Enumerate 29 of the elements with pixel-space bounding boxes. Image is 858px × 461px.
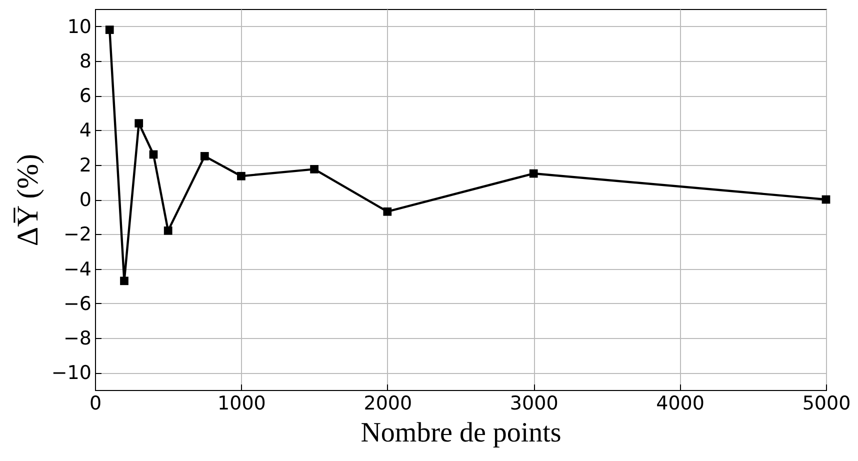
point xyxy=(134,119,144,128)
point xyxy=(105,26,114,34)
point xyxy=(200,152,209,160)
x-tick-label: 2000 xyxy=(364,392,412,414)
point xyxy=(529,169,538,178)
x-tick-label: 5000 xyxy=(802,392,851,414)
y-tick-label: 0 xyxy=(79,189,92,211)
point xyxy=(822,195,830,204)
x-axis-title: Nombre de points xyxy=(360,418,562,448)
point xyxy=(120,276,128,286)
x-tick-label: 4000 xyxy=(656,392,704,414)
y-tick-label: −10 xyxy=(51,362,92,384)
point xyxy=(237,172,246,180)
y-tick-label: 8 xyxy=(79,50,92,72)
point xyxy=(149,150,158,159)
y-tick-label: 10 xyxy=(67,16,92,38)
y-tick-label: −6 xyxy=(63,292,92,315)
y-tick-label: −4 xyxy=(63,258,92,280)
y-tick-label: 4 xyxy=(79,120,92,142)
x-tick-label: 1000 xyxy=(218,392,266,414)
y-tick-label: 2 xyxy=(79,154,92,176)
point xyxy=(383,207,392,216)
x-tick-label: 3000 xyxy=(510,392,558,414)
point xyxy=(310,165,318,174)
y-tick-label: −8 xyxy=(63,328,92,350)
point xyxy=(164,226,172,235)
y-tick-label: 6 xyxy=(79,85,92,108)
y-axis-title: ΔY̅ (%) xyxy=(11,154,44,246)
y-tick-label: −2 xyxy=(63,224,92,246)
